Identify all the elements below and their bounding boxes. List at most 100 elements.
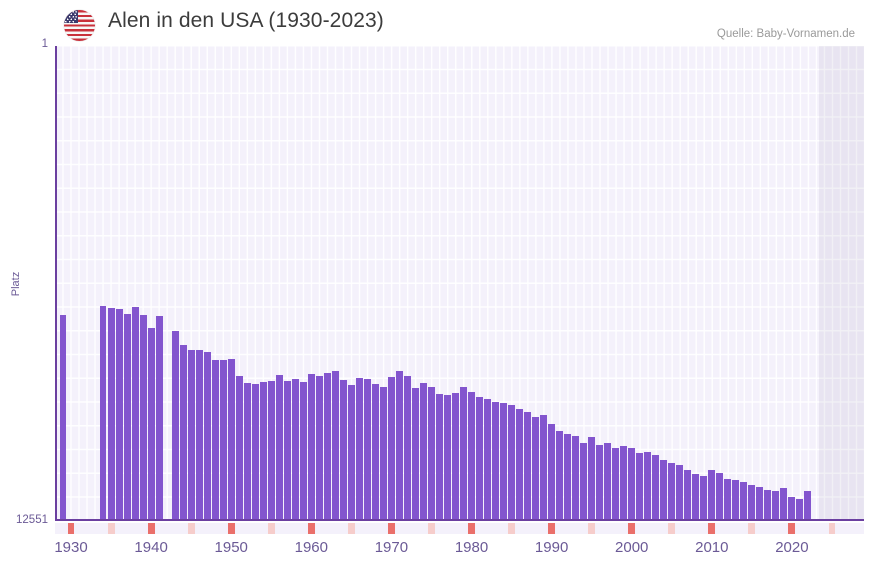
bar-2020[interactable] — [788, 497, 796, 521]
bar-1957[interactable] — [283, 380, 291, 521]
bar-2011[interactable] — [716, 472, 724, 521]
x-tick-minor-1935 — [107, 523, 115, 534]
bar-2005[interactable] — [668, 463, 676, 521]
forecast-shaded-region — [819, 46, 864, 521]
bar-1995[interactable] — [588, 436, 596, 521]
bar-1980[interactable] — [468, 391, 475, 521]
bar-1940[interactable] — [147, 327, 155, 521]
bar-1958[interactable] — [291, 379, 299, 521]
bar-1971[interactable] — [395, 370, 403, 521]
bar-1953[interactable] — [251, 383, 259, 521]
bar-1961[interactable] — [315, 375, 323, 521]
bar-1939[interactable] — [139, 315, 147, 521]
bar-2008[interactable] — [692, 474, 700, 521]
x-tick-label-1980: 1980 — [454, 539, 489, 556]
bar-1929[interactable] — [59, 314, 67, 521]
bar-1949[interactable] — [219, 360, 227, 521]
bar-1947[interactable] — [203, 351, 211, 521]
bar-1982[interactable] — [484, 398, 491, 521]
bar-1998[interactable] — [612, 447, 620, 521]
bar-1962[interactable] — [323, 372, 331, 521]
bar-1985[interactable] — [508, 404, 515, 521]
bar-1978[interactable] — [452, 392, 459, 521]
bar-2002[interactable] — [644, 452, 652, 521]
bar-2021[interactable] — [796, 499, 804, 521]
bar-2009[interactable] — [700, 475, 708, 521]
bar-1963[interactable] — [331, 370, 339, 521]
bar-1993[interactable] — [572, 436, 580, 521]
bar-1999[interactable] — [620, 446, 628, 521]
bar-2017[interactable] — [764, 489, 772, 521]
y-axis-bottom-label: 12551 — [16, 514, 48, 526]
bar-1944[interactable] — [179, 344, 187, 521]
bar-1981[interactable] — [476, 397, 483, 521]
bar-2010[interactable] — [708, 469, 716, 521]
bar-1937[interactable] — [123, 313, 131, 521]
bar-1974[interactable] — [420, 383, 427, 521]
bar-2003[interactable] — [652, 455, 660, 521]
bar-1994[interactable] — [580, 442, 588, 521]
source-attribution: Quelle: Baby-Vornamen.de — [716, 28, 855, 40]
bar-1972[interactable] — [403, 376, 411, 521]
bar-1987[interactable] — [524, 411, 531, 521]
bar-2012[interactable] — [724, 478, 732, 521]
x-tick-minor-1955 — [267, 523, 275, 534]
bar-2006[interactable] — [676, 465, 684, 521]
bar-1973[interactable] — [412, 387, 419, 521]
bar-1997[interactable] — [604, 443, 612, 521]
bar-2016[interactable] — [756, 486, 764, 521]
bar-1988[interactable] — [532, 416, 540, 521]
bar-1955[interactable] — [267, 381, 275, 521]
bar-1977[interactable] — [444, 395, 451, 521]
bar-1989[interactable] — [540, 415, 548, 521]
bar-1954[interactable] — [259, 382, 267, 521]
bar-1936[interactable] — [115, 308, 123, 521]
bar-1935[interactable] — [107, 307, 115, 521]
bar-2004[interactable] — [660, 459, 668, 521]
bar-2013[interactable] — [732, 479, 740, 521]
bar-1991[interactable] — [556, 430, 564, 521]
bar-1996[interactable] — [596, 445, 604, 521]
bar-1943[interactable] — [171, 330, 179, 521]
bar-1967[interactable] — [363, 379, 371, 521]
bar-1976[interactable] — [436, 393, 443, 521]
y-axis-title: Platz — [10, 271, 22, 297]
x-tick-label-1990: 1990 — [534, 539, 569, 556]
bar-1984[interactable] — [500, 402, 507, 521]
bar-1983[interactable] — [492, 401, 499, 521]
bar-1950[interactable] — [227, 359, 235, 521]
bar-1979[interactable] — [460, 387, 467, 521]
bar-1934[interactable] — [99, 305, 107, 521]
bar-2014[interactable] — [740, 481, 748, 521]
bar-1965[interactable] — [347, 385, 355, 521]
bar-1951[interactable] — [235, 376, 243, 521]
bar-2015[interactable] — [748, 485, 756, 521]
bar-2001[interactable] — [636, 452, 644, 521]
bar-1992[interactable] — [564, 433, 572, 521]
bar-2019[interactable] — [780, 488, 788, 521]
bar-1946[interactable] — [195, 349, 203, 521]
bar-2000[interactable] — [628, 447, 636, 521]
bar-1960[interactable] — [307, 373, 315, 521]
bar-1956[interactable] — [275, 374, 283, 521]
bar-2007[interactable] — [684, 469, 692, 521]
bar-2022[interactable] — [804, 491, 812, 521]
bar-1975[interactable] — [428, 386, 435, 521]
bar-1964[interactable] — [339, 379, 347, 521]
x-tick-major-1950 — [227, 523, 235, 534]
bar-1969[interactable] — [379, 386, 387, 521]
bar-1941[interactable] — [155, 316, 163, 521]
x-tick-label-2010: 2010 — [695, 539, 729, 556]
bar-1968[interactable] — [371, 384, 379, 521]
bar-1970[interactable] — [387, 376, 395, 521]
bar-1986[interactable] — [516, 408, 523, 521]
bar-1959[interactable] — [299, 382, 307, 521]
bar-2018[interactable] — [772, 491, 780, 521]
bar-1952[interactable] — [243, 382, 251, 521]
bar-1938[interactable] — [131, 306, 139, 521]
bar-1945[interactable] — [187, 349, 195, 521]
bar-1948[interactable] — [211, 360, 219, 521]
bar-1966[interactable] — [355, 377, 363, 521]
x-tick-major-2000 — [628, 523, 636, 534]
bar-1990[interactable] — [548, 423, 556, 521]
